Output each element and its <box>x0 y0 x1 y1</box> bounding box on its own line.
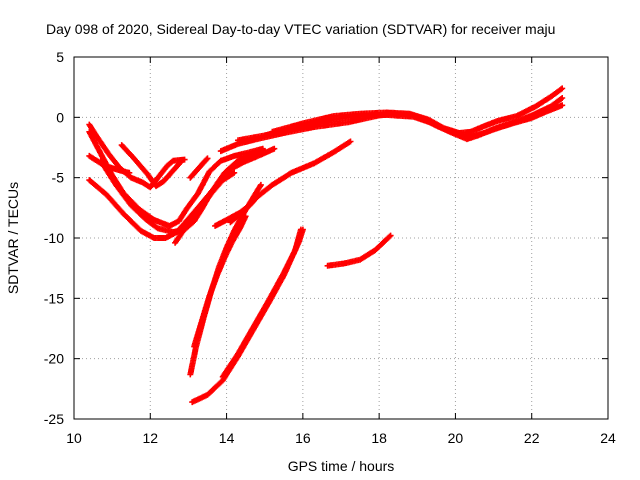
x-axis-tick-labels: 10 12 14 16 18 20 22 24 <box>66 430 616 446</box>
x-tick-label: 22 <box>524 430 540 446</box>
data-point-marker <box>177 159 184 165</box>
y-tick-label: -20 <box>44 351 64 367</box>
x-tick-label: 18 <box>371 430 387 446</box>
y-tick-label: -5 <box>52 170 65 186</box>
data-point-marker <box>203 156 210 163</box>
y-axis-tick-labels: 5 0 -5 -10 -15 -20 -25 <box>44 49 64 427</box>
data-point-marker <box>126 169 133 176</box>
y-tick-label: -15 <box>44 290 64 306</box>
x-tick-label: 16 <box>295 430 311 446</box>
data-point-marker <box>231 169 238 176</box>
x-tick-label: 24 <box>600 430 616 446</box>
data-point-marker <box>559 85 566 92</box>
data-point-marker <box>297 226 304 233</box>
chart-title: Day 098 of 2020, Sidereal Day-to-day VTE… <box>46 21 555 37</box>
series-arc-7 <box>172 169 238 246</box>
data-series <box>86 85 566 406</box>
x-tick-label: 14 <box>219 430 235 446</box>
series-arc-18 <box>324 232 394 269</box>
data-point-marker <box>271 145 278 152</box>
data-point-marker <box>559 95 566 101</box>
data-point-marker <box>181 156 188 163</box>
series-arc-1 <box>86 121 188 191</box>
y-tick-label: 5 <box>56 49 64 65</box>
y-tick-label: -25 <box>44 411 64 427</box>
data-point-marker <box>387 232 394 239</box>
x-tick-label: 12 <box>142 430 158 446</box>
data-point-marker <box>242 213 249 220</box>
data-point-marker <box>257 181 264 188</box>
series-arc-8 <box>187 155 211 181</box>
axis-ticks <box>73 56 609 420</box>
series-arc-17 <box>219 226 304 380</box>
y-tick-label: 0 <box>56 109 64 125</box>
x-axis-label: GPS time / hours <box>288 458 395 474</box>
y-tick-label: -10 <box>44 230 64 246</box>
data-point-marker <box>204 155 211 162</box>
x-tick-label: 20 <box>448 430 464 446</box>
data-point-marker <box>176 160 183 166</box>
data-point-marker <box>559 102 566 109</box>
y-axis-label: SDTVAR / TECUs <box>5 182 21 294</box>
series-arc-11 <box>269 85 566 136</box>
series-arc-6 <box>118 142 184 190</box>
data-point-marker <box>347 138 354 145</box>
x-tick-label: 10 <box>66 430 82 446</box>
series-arc-15 <box>191 213 249 350</box>
data-point-marker <box>386 233 393 240</box>
